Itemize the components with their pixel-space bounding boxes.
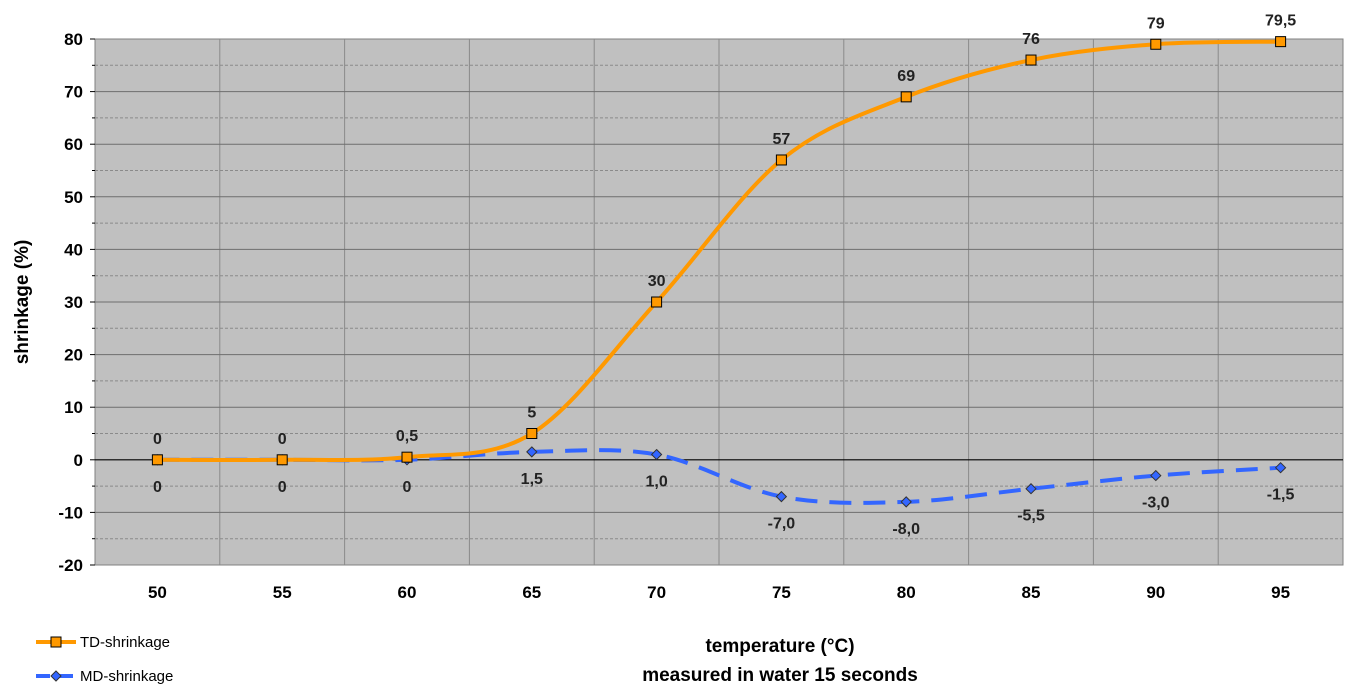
td-point-marker xyxy=(775,154,787,166)
td-data-label: 0 xyxy=(278,431,287,448)
x-tick-label: 75 xyxy=(772,583,791,602)
md-point-marker xyxy=(1025,483,1037,495)
y-tick-label: 10 xyxy=(64,398,83,417)
x-tick-label: 70 xyxy=(647,583,666,602)
y-tick-label: 30 xyxy=(64,293,83,312)
y-tick-label: 70 xyxy=(64,83,83,102)
td-point-marker xyxy=(1150,38,1162,50)
md-data-label: 1,0 xyxy=(645,474,667,491)
y-tick-label: 80 xyxy=(64,30,83,49)
td-point-marker xyxy=(526,428,538,439)
series-layer xyxy=(151,36,1287,508)
y-tick-label: 50 xyxy=(64,188,83,207)
y-tick-label: 60 xyxy=(64,135,83,154)
legend: TD-shrinkage MD-shrinkage xyxy=(36,634,173,685)
x-tick-label: 80 xyxy=(897,583,916,602)
md-data-label: -3,0 xyxy=(1142,495,1170,512)
md-data-label: -7,0 xyxy=(768,516,796,533)
md-point-marker xyxy=(775,490,788,503)
md-point-marker xyxy=(1150,469,1162,482)
y-tick-label: 40 xyxy=(64,240,83,259)
td-point-marker xyxy=(151,454,163,466)
x-axis-title-line1: temperature (°C) xyxy=(705,636,854,657)
y-tick-label: 20 xyxy=(64,346,83,365)
td-data-label: 5 xyxy=(527,405,536,422)
legend-item-td: TD-shrinkage xyxy=(36,634,170,651)
td-point-marker xyxy=(1025,54,1037,66)
legend-td-square-icon xyxy=(50,636,62,648)
legend-td-label: TD-shrinkage xyxy=(80,634,170,651)
y-axis-title: shrinkage (%) xyxy=(12,240,33,365)
md-point-marker xyxy=(526,446,538,458)
x-tick-label: 55 xyxy=(273,583,292,602)
y-tick-label: -20 xyxy=(58,556,83,575)
md-data-label: 0 xyxy=(403,479,412,496)
x-axis-ticks: 50 55 60 65 70 75 80 85 90 95 xyxy=(148,583,1290,602)
td-data-label: 30 xyxy=(648,273,666,290)
x-tick-label: 50 xyxy=(148,583,167,602)
md-data-label: 0 xyxy=(278,479,287,496)
td-data-label: 0,5 xyxy=(396,428,418,445)
md-point-marker xyxy=(900,496,912,508)
md-data-label: 0 xyxy=(153,479,162,496)
legend-md-label: MD-shrinkage xyxy=(80,668,173,685)
td-data-label: 69 xyxy=(897,68,915,85)
data-labels: 0 0 0,5 5 30 57 69 76 79 79,5 0 0 0 1,5 1,0 -7,0 -8,0 -5,… xyxy=(153,13,1296,538)
x-tick-label: 60 xyxy=(398,583,417,602)
legend-item-md: MD-shrinkage xyxy=(36,668,173,685)
x-axis-title-line2: measured in water 15 seconds xyxy=(642,665,918,686)
y-tick-label: 0 xyxy=(74,451,83,470)
md-point-marker xyxy=(650,448,663,461)
td-data-label: 79 xyxy=(1147,15,1165,32)
y-tick-label: -10 xyxy=(58,503,83,522)
td-point-marker xyxy=(900,91,912,103)
td-shrinkage-line xyxy=(157,39,1281,462)
td-data-label: 79,5 xyxy=(1265,13,1296,30)
td-point-marker xyxy=(401,451,413,463)
td-point-marker xyxy=(276,454,288,466)
md-data-label: -5,5 xyxy=(1017,508,1045,525)
y-axis-ticks: -20 -10 0 10 20 30 40 50 60 70 80 xyxy=(58,30,95,575)
md-data-label: -8,0 xyxy=(892,521,920,538)
md-data-label: -1,5 xyxy=(1267,487,1295,504)
x-tick-label: 85 xyxy=(1022,583,1041,602)
td-data-label: 76 xyxy=(1022,31,1040,48)
md-point-marker xyxy=(1274,461,1287,474)
td-point-marker xyxy=(1275,36,1287,48)
md-data-label: 1,5 xyxy=(521,471,543,488)
td-data-label: 57 xyxy=(773,131,791,148)
x-tick-label: 90 xyxy=(1146,583,1165,602)
x-tick-label: 95 xyxy=(1271,583,1290,602)
td-data-label: 0 xyxy=(153,431,162,448)
td-point-marker xyxy=(651,296,663,308)
legend-md-diamond-icon xyxy=(50,670,62,682)
x-tick-label: 65 xyxy=(522,583,541,602)
grid-lines xyxy=(95,39,1343,565)
